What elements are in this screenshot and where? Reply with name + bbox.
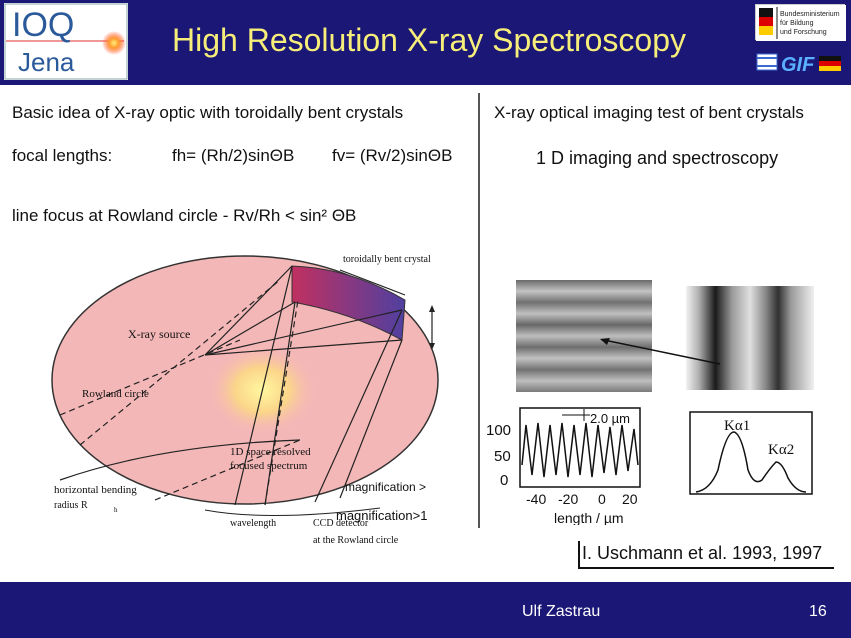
label-ccd-2: at the Rowland circle [313, 535, 399, 546]
profile-xtick-minus20: -20 [558, 491, 578, 507]
spectrum-ka1: Kα1 [724, 418, 750, 434]
profile-xtick-20: 20 [622, 491, 638, 507]
reference-text: I. Uschmann et al. 1993, 1997 [582, 543, 823, 563]
label-wavelength: wavelength [230, 518, 276, 529]
panel-divider [478, 93, 480, 528]
label-ccd-1: CCD detector [313, 518, 369, 529]
reference-box [578, 541, 834, 569]
profile-xtick-minus40: -40 [526, 491, 546, 507]
profile-ytick-50: 50 [494, 448, 511, 465]
line-focus-text: line focus at Rowland circle - Rv/Rh < s… [12, 206, 357, 225]
left-heading: Basic idea of X-ray optic with toroidall… [12, 103, 404, 122]
bmbf-line-1: Bundesministerium [780, 11, 840, 18]
profile-plot: 2.0 µm 100 50 0 -40 -20 0 20 length / µm [486, 407, 641, 525]
profile-ytick-100: 100 [486, 422, 511, 439]
gif-text: GIF [781, 54, 815, 76]
imaging-test-images [516, 280, 814, 392]
header-bar [0, 0, 851, 85]
label-bending-2: radius R [54, 500, 88, 511]
footer-page-number: 16 [809, 603, 827, 620]
fv-equation-text: fv= (Rv/2)sinΘB [332, 146, 453, 165]
footer-bar [0, 582, 851, 638]
label-mag-gt: magnification > [345, 480, 426, 494]
right-heading: X-ray optical imaging test of bent cryst… [494, 103, 804, 122]
focal-lengths-label: focal lengths: [12, 146, 113, 165]
profile-xlabel: length / µm [554, 510, 624, 525]
spectral-lines-image [686, 286, 814, 390]
spectrum-plot: Kα1 Kα2 [689, 411, 813, 495]
footer-author: Ulf Zastrau [522, 603, 601, 620]
label-spectrum-2: focused spectrum [230, 460, 308, 472]
jena-logo-text: Jena [18, 47, 75, 77]
fh-equation-text: fh= (Rh/2)sinΘB [172, 146, 295, 165]
right-subheading: 1 D imaging and spectroscopy [536, 148, 779, 168]
bmbf-line-3: und Forschung [780, 29, 827, 36]
fv-equation: fv= (Rv/2)sinΘB [332, 146, 452, 166]
label-spectrum-1: 1D space resolved [230, 446, 311, 458]
label-source: X-ray source [128, 327, 190, 341]
gif-logo: GIF [755, 48, 845, 78]
label-bending-1: horizontal bending [54, 484, 137, 496]
label-bending-sub: h [114, 506, 118, 514]
fh-equation: fh= (Rh/2)sinΘB [172, 146, 294, 166]
label-mag-gt1: magnification>1 [336, 508, 427, 523]
slide-title: High Resolution X-ray Spectroscopy [172, 22, 687, 58]
profile-ytick-0: 0 [500, 472, 508, 489]
profile-xtick-0: 0 [598, 491, 606, 507]
ioq-logo-text: IOQ [12, 6, 74, 44]
ioq-jena-logo: IOQ Jena [4, 3, 128, 80]
rowland-diagram: toroidally bent crystal X-ray source Row… [51, 254, 439, 546]
spectrum-ka2: Kα2 [768, 442, 794, 458]
bmbf-line-2: für Bildung [780, 20, 814, 27]
label-crystal: toroidally bent crystal [343, 254, 431, 265]
striped-image [516, 280, 652, 392]
profile-scale-label: 2.0 µm [590, 411, 630, 426]
bmbf-logo: Bundesministerium für Bildung und Forsch… [755, 4, 846, 41]
label-rowland: Rowland circle [82, 388, 149, 400]
